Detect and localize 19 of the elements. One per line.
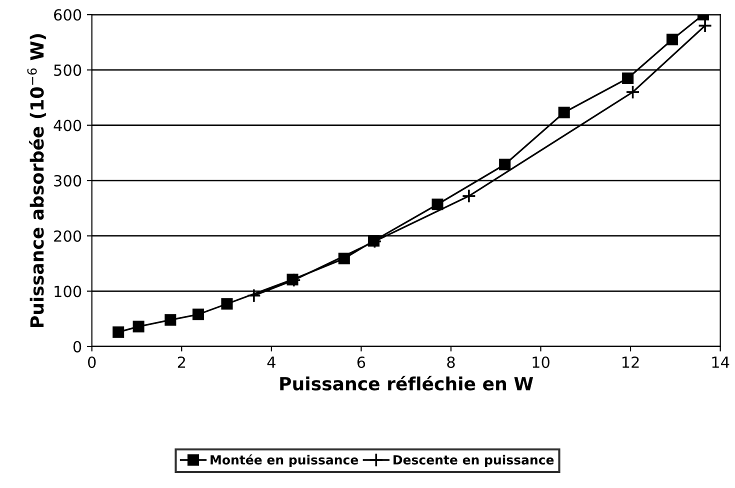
y-tick-label: 100 (54, 286, 82, 298)
y-tick-label: 600 (54, 9, 82, 21)
legend-label: Descente en puissance (394, 454, 554, 467)
y-axis-title: Puissance absorbée (10$^{−6}$ W) (27, 34, 46, 327)
x-tick-label: 6 (357, 356, 366, 368)
y-tick-label: 500 (54, 64, 82, 76)
x-tick-label: 10 (532, 356, 550, 368)
x-tick-label: 14 (712, 356, 730, 368)
x-tick-label: 0 (88, 356, 96, 368)
x-tick-label: 4 (267, 356, 276, 368)
x-axis-title: Puissance réfléchie en W (280, 376, 534, 391)
x-tick-label: 8 (447, 356, 455, 368)
x-tick-label: 2 (178, 356, 185, 368)
y-tick-label: 0 (73, 340, 82, 352)
x-tick-label: 12 (622, 356, 639, 368)
y-tick-label: 400 (54, 120, 82, 132)
legend-label: Montée en puissance (210, 454, 358, 467)
y-tick-label: 300 (54, 175, 82, 187)
y-tick-label: 200 (54, 230, 82, 242)
